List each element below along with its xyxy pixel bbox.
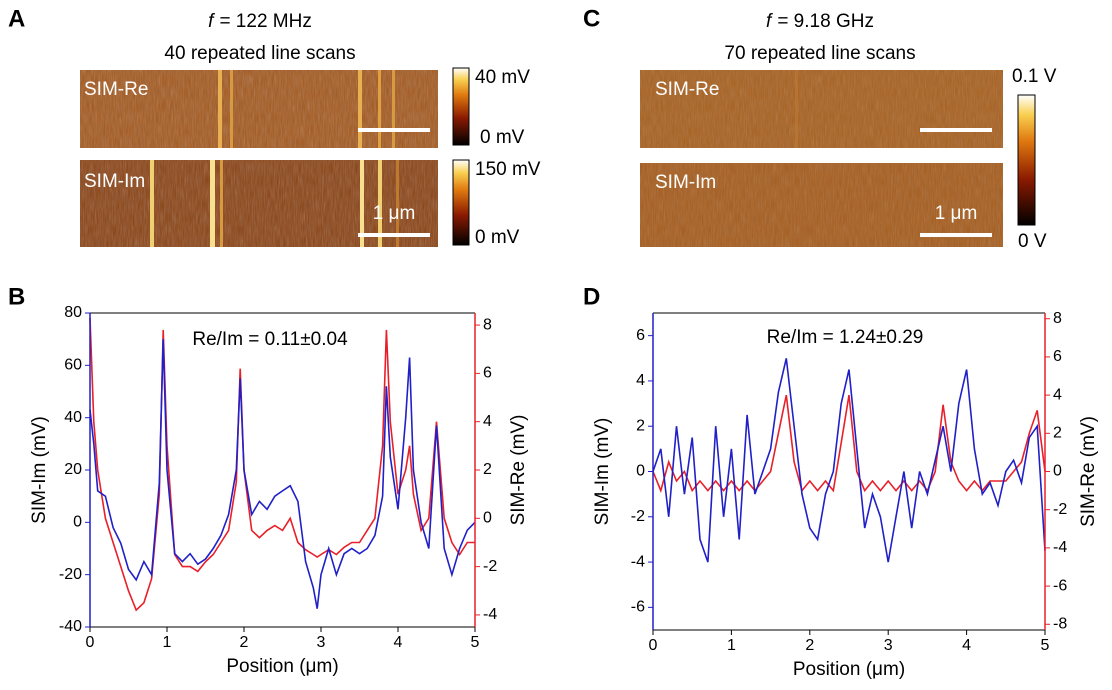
scan-image xyxy=(640,163,1003,247)
data-line xyxy=(652,394,1046,494)
panel-label: B xyxy=(8,283,25,310)
x-tick-label: 5 xyxy=(1041,637,1050,654)
scan-image xyxy=(640,70,1003,148)
y-tick-label: -4 xyxy=(631,553,645,570)
y2-tick-label: -8 xyxy=(1053,615,1067,632)
x-tick-label: 3 xyxy=(884,637,893,654)
y-tick-label: 0 xyxy=(636,463,645,480)
image-subtitle: 70 repeated line scans xyxy=(724,43,915,64)
colorbar-min: 0 mV xyxy=(480,127,525,148)
colorbar-max: 40 mV xyxy=(475,67,530,88)
colorbar-max: 150 mV xyxy=(475,159,541,180)
y2-tick-label: -4 xyxy=(483,606,497,623)
colorbar xyxy=(452,159,470,246)
y-tick-label: 20 xyxy=(64,461,82,478)
y-tick-label: -40 xyxy=(59,618,82,635)
y2-tick-label: 8 xyxy=(483,316,492,333)
x-tick-label: 2 xyxy=(805,637,814,654)
y-tick-label: -2 xyxy=(631,508,645,525)
y-axis-label: SIM-Im (mV) xyxy=(29,416,50,524)
panel-label: C xyxy=(583,5,600,32)
scan-image xyxy=(80,160,438,247)
y2-tick-label: -2 xyxy=(483,558,497,575)
y-tick-label: 0 xyxy=(73,514,82,531)
y2-tick-label: 4 xyxy=(483,413,492,430)
x-tick-label: 0 xyxy=(649,637,658,654)
colorbar xyxy=(452,67,470,146)
data-line xyxy=(89,317,475,612)
y2-tick-label: 6 xyxy=(483,365,492,382)
y2-tick-label: -6 xyxy=(1053,577,1067,594)
annotation: Re/Im = 1.24±0.29 xyxy=(767,327,924,348)
colorbar-max: 0.1 V xyxy=(1012,66,1057,87)
y2-tick-label: 4 xyxy=(1053,386,1062,403)
y2-tick-label: 8 xyxy=(1053,310,1062,327)
y2-tick-label: -2 xyxy=(1053,501,1067,518)
colorbar xyxy=(1017,94,1036,226)
y2-tick-label: 2 xyxy=(483,461,492,478)
scan-label: SIM-Re xyxy=(84,79,148,100)
colorbar-min: 0 mV xyxy=(475,227,520,248)
annotation: Re/Im = 0.11±0.04 xyxy=(192,329,348,350)
y-tick-label: -6 xyxy=(631,599,645,616)
scalebar-label: 1 μm xyxy=(373,203,416,224)
x-tick-label: 1 xyxy=(163,634,172,651)
y-tick-label: 6 xyxy=(636,327,645,344)
y2-axis-label: SIM-Re (mV) xyxy=(508,415,529,526)
y2-tick-label: 6 xyxy=(1053,348,1062,365)
scan-label: SIM-Re xyxy=(655,79,719,100)
x-axis-label: Position (μm) xyxy=(793,659,905,680)
y2-tick-label: 0 xyxy=(483,510,492,527)
y2-tick-label: 0 xyxy=(1053,463,1062,480)
panel-label: D xyxy=(583,283,600,310)
scan-image xyxy=(80,70,438,148)
y2-tick-label: 2 xyxy=(1053,425,1062,442)
scan-label: SIM-Im xyxy=(84,171,145,192)
y-tick-label: 40 xyxy=(64,409,82,426)
x-axis-label: Position (μm) xyxy=(226,656,338,677)
x-tick-label: 5 xyxy=(471,634,480,651)
y2-axis-label: SIM-Re (mV) xyxy=(1078,416,1099,527)
y-tick-label: 60 xyxy=(64,357,82,374)
y-tick-label: 80 xyxy=(64,304,82,321)
x-tick-label: 4 xyxy=(394,634,403,651)
colorbar-min: 0 V xyxy=(1018,231,1047,252)
x-tick-label: 0 xyxy=(86,634,95,651)
y2-tick-label: -4 xyxy=(1053,539,1067,556)
data-line xyxy=(652,358,1046,563)
y-tick-label: 2 xyxy=(636,417,645,434)
x-tick-label: 3 xyxy=(317,634,326,651)
y-axis-label: SIM-Im (mV) xyxy=(592,418,613,526)
image-title: f = 9.18 GHz xyxy=(766,11,874,32)
x-tick-label: 2 xyxy=(240,634,249,651)
image-title: f = 122 MHz xyxy=(208,11,312,32)
x-tick-label: 4 xyxy=(962,637,971,654)
x-tick-label: 1 xyxy=(727,637,736,654)
y-tick-label: 4 xyxy=(636,372,645,389)
y-tick-label: -20 xyxy=(59,566,82,583)
panel-label: A xyxy=(8,5,25,32)
image-subtitle: 40 repeated line scans xyxy=(164,43,355,64)
scan-label: SIM-Im xyxy=(655,172,716,193)
data-line xyxy=(89,339,476,609)
scalebar-label: 1 μm xyxy=(935,203,978,224)
